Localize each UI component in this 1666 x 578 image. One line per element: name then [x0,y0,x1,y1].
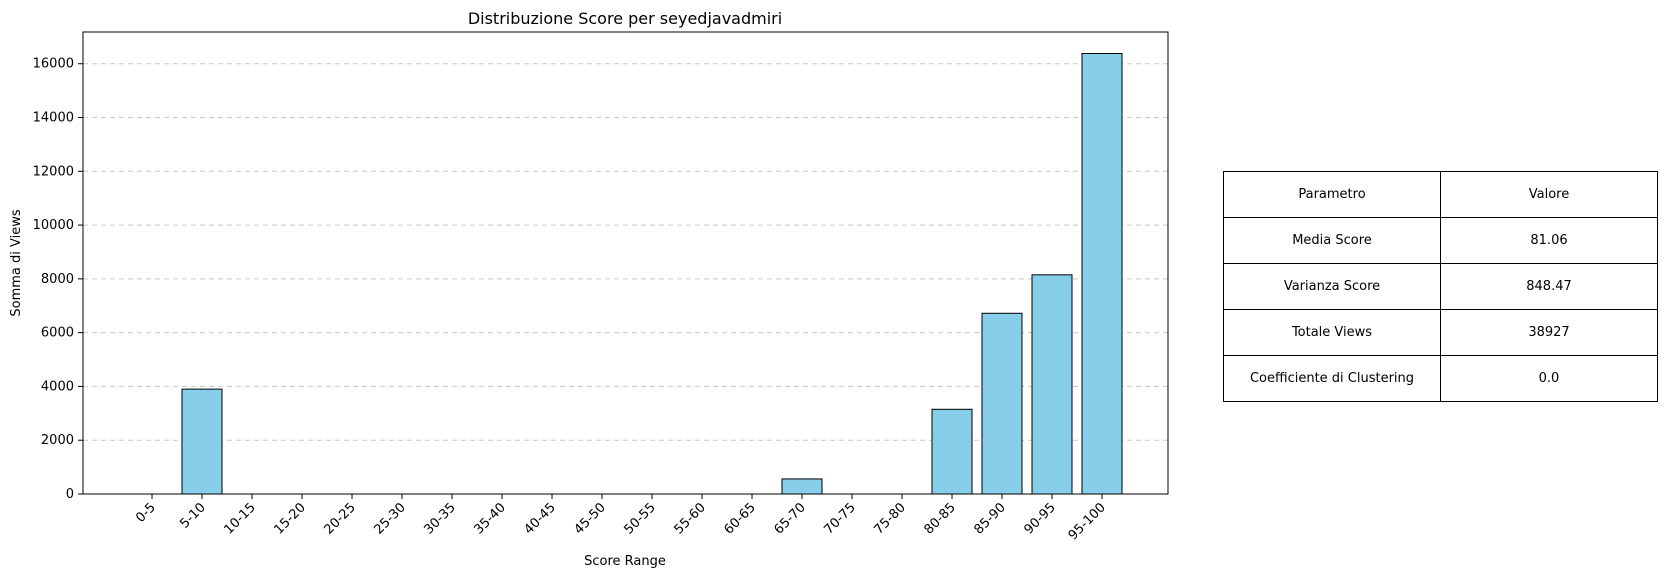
y-tick-label: 16000 [33,57,74,72]
plot-frame [82,31,1169,495]
stats-table-header-row: Parametro Valore [1223,171,1658,218]
bar [781,478,823,495]
table-row: Coefficiente di Clustering 0.0 [1223,355,1658,402]
y-tick-label: 10000 [33,218,74,233]
x-tick-label: 40-45 [522,500,559,537]
stats-param-cell: Media Score [1223,217,1441,264]
x-tick-label: 65-70 [772,500,809,537]
x-tick-label: 10-15 [222,500,259,537]
bar [981,312,1023,495]
stats-value-cell: 0.0 [1440,355,1658,402]
x-tick-label: 80-85 [922,500,959,537]
x-tick-label: 70-75 [822,500,859,537]
y-tick-label: 2000 [41,433,74,448]
y-axis-label: Somma di Views [9,209,24,316]
x-tick-label: 15-20 [272,500,309,537]
stats-value-cell: 38927 [1440,309,1658,356]
bar [1031,274,1073,495]
table-row: Varianza Score 848.47 [1223,263,1658,310]
stats-header-value: Valore [1440,171,1658,218]
stats-param-cell: Totale Views [1223,309,1441,356]
stats-table: Parametro Valore Media Score 81.06 Varia… [1223,171,1658,402]
y-tick-label: 8000 [41,272,74,287]
bar [181,388,223,495]
bar [931,408,973,495]
x-tick-label: 50-55 [622,500,659,537]
x-tick-label: 25-30 [372,500,409,537]
x-tick-label: 90-95 [1022,500,1059,537]
x-tick-label: 60-65 [722,500,759,537]
stats-param-cell: Coefficiente di Clustering [1223,355,1441,402]
x-axis-label: Score Range [584,554,666,569]
x-tick-label: 35-40 [472,500,509,537]
stats-header-parameter: Parametro [1223,171,1441,218]
x-tick-label: 0-5 [133,500,159,526]
chart-title: Distribuzione Score per seyedjavadmiri [468,9,782,28]
x-tick-label: 5-10 [177,500,208,531]
table-row: Totale Views 38927 [1223,309,1658,356]
x-tick-label: 55-60 [672,500,709,537]
y-tick-label: 14000 [33,111,74,126]
stats-value-cell: 848.47 [1440,263,1658,310]
y-tick-label: 4000 [41,379,74,394]
x-tick-label: 20-25 [322,500,359,537]
y-tick-label: 0 [66,487,74,502]
x-tick-label: 95-100 [1066,500,1109,543]
table-row: Media Score 81.06 [1223,217,1658,264]
x-tick-label: 85-90 [972,500,1009,537]
bar [1081,53,1123,495]
x-tick-label: 30-35 [422,500,459,537]
stats-value-cell: 81.06 [1440,217,1658,264]
y-tick-label: 6000 [41,326,74,341]
score-distribution-chart: Distribuzione Score per seyedjavadmiri 0… [9,9,1169,569]
stats-param-cell: Varianza Score [1223,263,1441,310]
y-tick-label: 12000 [33,164,74,179]
x-tick-label: 75-80 [872,500,909,537]
x-tick-label: 45-50 [572,500,609,537]
